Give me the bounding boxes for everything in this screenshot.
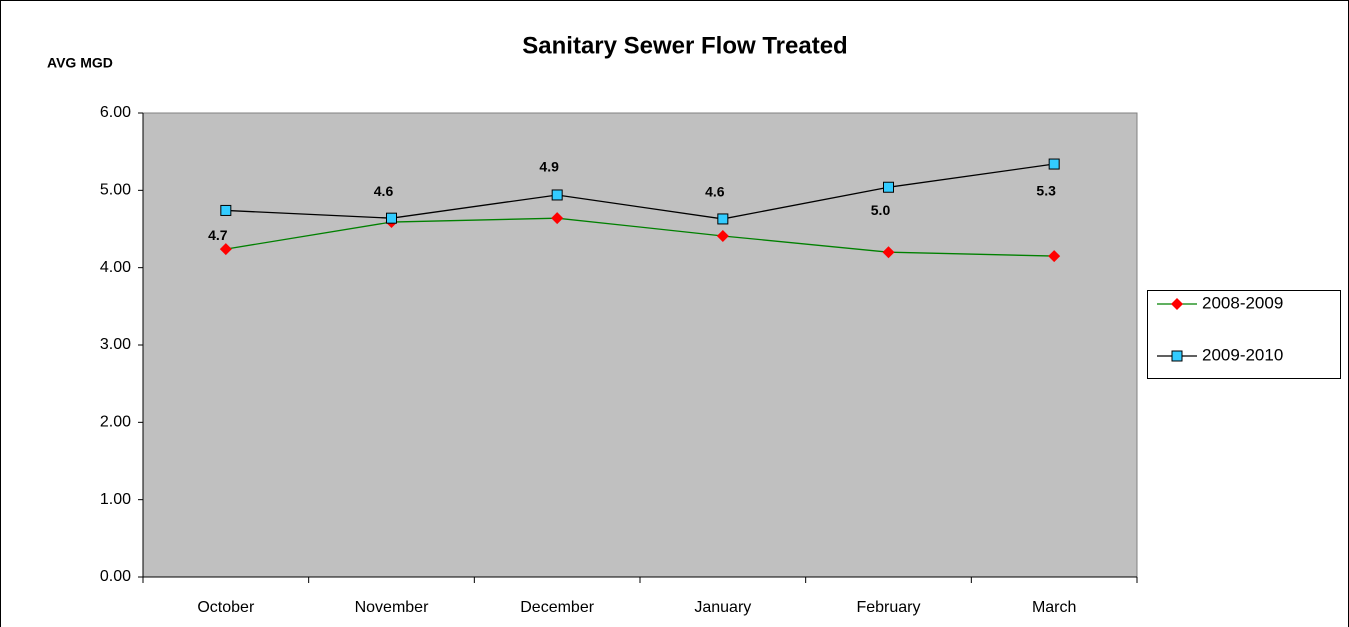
data-label: 4.6	[705, 184, 725, 200]
point	[882, 246, 895, 259]
point	[551, 189, 563, 201]
y-tick-label: 2.00	[100, 414, 131, 431]
series-line	[225, 217, 1055, 257]
y-tick-label: 4.00	[100, 259, 131, 276]
legend-marker	[1171, 350, 1183, 362]
x-tick-label: November	[355, 599, 429, 616]
legend-marker	[1171, 298, 1183, 310]
x-tick-label: March	[1032, 599, 1076, 616]
x-tick-label: January	[694, 599, 751, 616]
legend-label: 2008-2009	[1202, 293, 1283, 312]
point	[717, 213, 729, 225]
data-label: 5.3	[1036, 183, 1056, 199]
y-tick-label: 5.00	[100, 182, 131, 199]
plot-area	[142, 112, 1138, 578]
point	[551, 212, 564, 225]
point	[716, 229, 729, 242]
point	[883, 181, 894, 193]
y-tick-label: 6.00	[100, 104, 131, 121]
data-label: 4.7	[208, 227, 228, 243]
y-tick-label: 0.00	[100, 568, 131, 585]
data-label: 4.6	[374, 183, 394, 199]
point	[219, 243, 232, 256]
point	[1048, 158, 1060, 170]
x-tick-label: February	[856, 599, 920, 616]
point	[386, 212, 397, 224]
y-tick-label: 1.00	[100, 491, 131, 508]
x-tick-label: October	[197, 599, 255, 616]
point	[220, 204, 232, 216]
x-tick-label: December	[520, 599, 594, 616]
y-axis-label: AVG MGD	[47, 55, 113, 71]
data-label: 4.9	[539, 159, 559, 175]
point	[1048, 250, 1061, 263]
legend-label: 2009-2010	[1202, 345, 1283, 364]
chart-title: Sanitary Sewer Flow Treated	[522, 32, 847, 59]
series-line	[225, 163, 1055, 220]
data-label: 5.0	[871, 202, 891, 218]
y-tick-label: 3.00	[100, 336, 131, 353]
